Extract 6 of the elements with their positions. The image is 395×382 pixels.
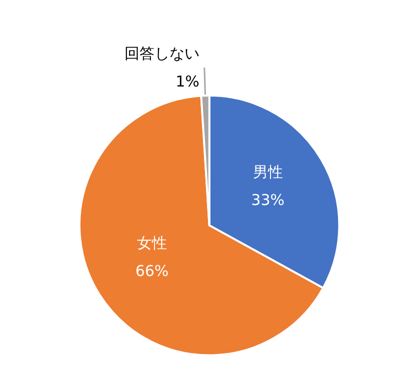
slice-label: 男性	[252, 162, 283, 181]
data-label: 1%	[176, 72, 200, 91]
data-label: 66%	[135, 262, 169, 280]
slice-label: 回答しない	[124, 44, 200, 63]
data-label: 33%	[251, 190, 284, 209]
slice-label: 女性	[136, 234, 167, 252]
